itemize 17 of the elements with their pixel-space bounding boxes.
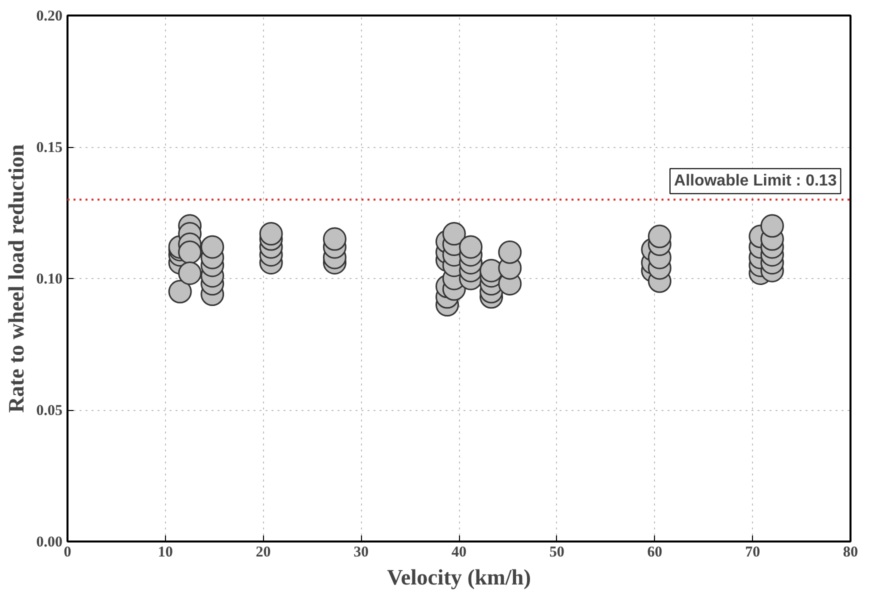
x-tick-label: 40 (452, 544, 466, 560)
x-axis-title: Velocity (km/h) (386, 564, 532, 590)
x-tick-label: 70 (745, 544, 760, 560)
x-tick-label: 10 (158, 544, 173, 560)
x-tick-label: 20 (256, 544, 271, 560)
y-axis-title: Rate to wheel load reduction (3, 144, 28, 413)
y-tick-label: 0.20 (36, 8, 62, 24)
x-tick-label: 0 (64, 544, 72, 560)
y-tick-label: 0.10 (36, 272, 62, 288)
y-tick-label: 0.15 (36, 140, 62, 156)
x-tick-label: 30 (354, 544, 369, 560)
y-tick-label: 0.05 (36, 403, 62, 419)
ref-line-label: Allowable Limit : 0.13 (674, 172, 837, 190)
x-tick-label: 50 (549, 544, 564, 560)
x-tick-label: 80 (843, 544, 858, 560)
y-tick-label: 0.00 (36, 534, 62, 550)
x-tick-label: 60 (647, 544, 662, 560)
